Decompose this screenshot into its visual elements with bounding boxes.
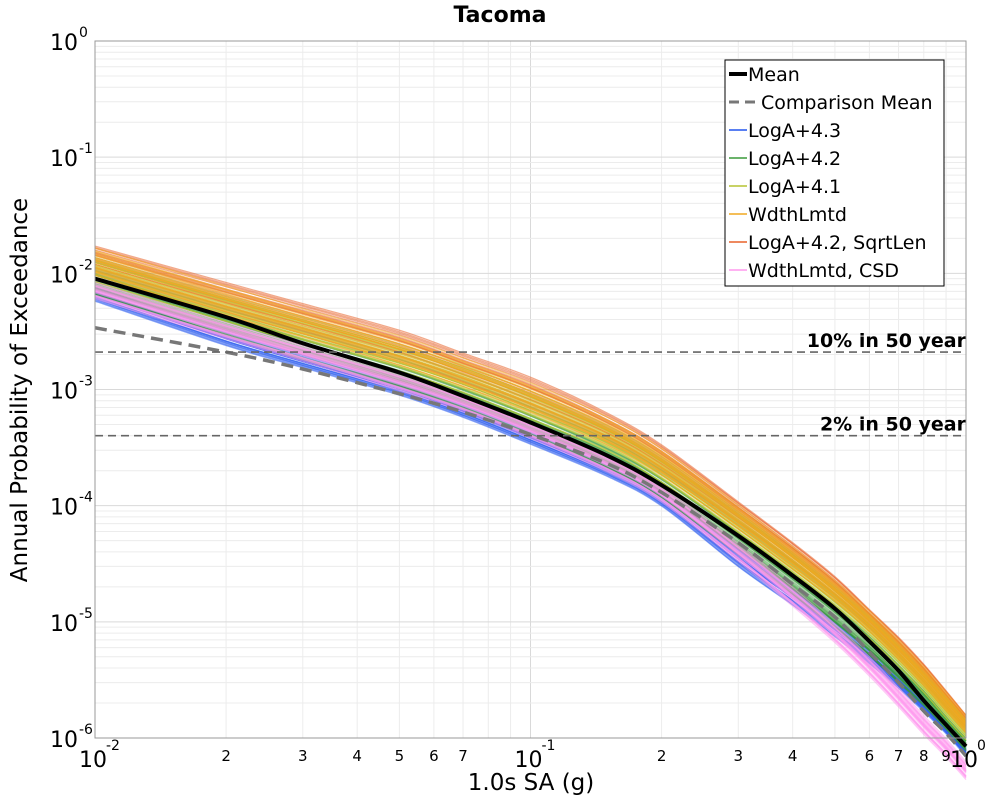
series-curve xyxy=(94,298,967,780)
series-band-wdthlmtd xyxy=(94,247,967,734)
legend-label-loga-4-3: LogA+4.3 xyxy=(748,120,841,142)
y-tick-label-exponent: 0 xyxy=(79,25,88,41)
mean-lines xyxy=(94,276,968,758)
x-tick-label-exponent: -2 xyxy=(106,738,120,754)
x-tick-label-minor: 8 xyxy=(919,747,929,765)
series-curve xyxy=(94,291,967,773)
x-tick-label-major: 10 xyxy=(79,748,107,773)
y-tick-label-major: 10 xyxy=(50,31,78,56)
x-tick-label-minor: 9 xyxy=(941,747,951,765)
series-curve xyxy=(94,251,967,720)
x-tick-label-exponent: 0 xyxy=(977,738,986,754)
y-tick-label-exponent: -6 xyxy=(79,722,93,738)
series-curve xyxy=(94,283,967,765)
x-tick-label-minor: 3 xyxy=(298,747,308,765)
x-tick-label-minor: 6 xyxy=(865,747,875,765)
y-tick-label-exponent: -5 xyxy=(79,606,93,622)
series-curve xyxy=(94,277,967,738)
legend-label-loga-4-1: LogA+4.1 xyxy=(748,176,841,198)
x-tick-label-minor: 6 xyxy=(429,747,439,765)
chart-title: Tacoma xyxy=(454,3,547,28)
series-curve xyxy=(94,263,967,727)
y-tick-label-major: 10 xyxy=(50,380,78,405)
legend-label-comparison-mean: Comparison Mean xyxy=(761,92,933,114)
x-tick-label-exponent: -1 xyxy=(542,738,556,754)
x-tick-label-minor: 5 xyxy=(830,747,840,765)
series-curve xyxy=(94,276,967,737)
series-curve xyxy=(94,257,967,724)
series-curve xyxy=(94,245,967,716)
legend-label-loga-4-2: LogA+4.2 xyxy=(748,148,841,170)
series-curve xyxy=(94,255,967,723)
series-curve xyxy=(94,247,967,717)
series-curve xyxy=(94,285,967,766)
series-curve xyxy=(94,250,967,719)
series-curve xyxy=(94,246,967,717)
series-curve xyxy=(94,259,967,726)
x-tick-label-major: 10 xyxy=(950,748,978,773)
series-curve xyxy=(94,266,967,730)
series-curve xyxy=(94,292,967,774)
reference-label-1: 10% in 50 year xyxy=(807,330,967,352)
x-tick-label-minor: 2 xyxy=(221,747,231,765)
y-tick-label-major: 10 xyxy=(50,496,78,521)
legend-box xyxy=(724,59,945,287)
x-tick-label-minor: 7 xyxy=(458,747,468,765)
reference-lines: 10% in 50 year 2% in 50 year xyxy=(95,330,967,437)
legend-label-wdthlmtd: WdthLmtd xyxy=(748,204,847,226)
x-tick-label-minor: 4 xyxy=(788,747,798,765)
reference-label-2: 2% in 50 year xyxy=(820,414,967,436)
series-curve xyxy=(94,296,967,779)
x-tick-label-minor: 2 xyxy=(657,747,667,765)
series-curve xyxy=(94,298,967,756)
x-tick-label-major: 10 xyxy=(515,748,543,773)
x-tick-label-minor: 4 xyxy=(352,747,362,765)
mean-line xyxy=(94,276,968,748)
y-tick-label-exponent: -3 xyxy=(79,374,93,390)
series-curve xyxy=(94,299,967,756)
x-tick-label-minor: 3 xyxy=(734,747,744,765)
y-tick-label-exponent: -4 xyxy=(79,490,93,506)
y-tick-label-exponent: -2 xyxy=(79,257,93,273)
x-tick-label-minor: 5 xyxy=(395,747,405,765)
y-tick-label-exponent: -1 xyxy=(79,141,93,157)
series-curve xyxy=(94,294,967,777)
comparison-mean-line xyxy=(94,326,968,758)
series-curve xyxy=(94,274,967,734)
series-curve xyxy=(94,252,967,721)
plot-frame xyxy=(94,40,967,739)
legend-label-loga-4-2-sqrtlen: LogA+4.2, SqrtLen xyxy=(748,232,927,254)
y-tick-label-major: 10 xyxy=(50,147,78,172)
y-axis-label: Annual Probability of Exceedance xyxy=(7,198,33,582)
legend-label-mean: Mean xyxy=(748,64,800,86)
y-tick-label-major: 10 xyxy=(50,263,78,288)
legend-label-wdthlmtd-csd: WdthLmtd, CSD xyxy=(748,260,899,282)
x-axis-label: 1.0s SA (g) xyxy=(468,770,595,796)
legend: Mean Comparison Mean LogA+4.3 LogA+4.2 LogA+… xyxy=(724,59,945,287)
x-tick-label-minor: 7 xyxy=(894,747,904,765)
y-tick-label-major: 10 xyxy=(50,728,78,753)
series-curve xyxy=(94,271,967,732)
y-tick-label-major: 10 xyxy=(50,612,78,637)
